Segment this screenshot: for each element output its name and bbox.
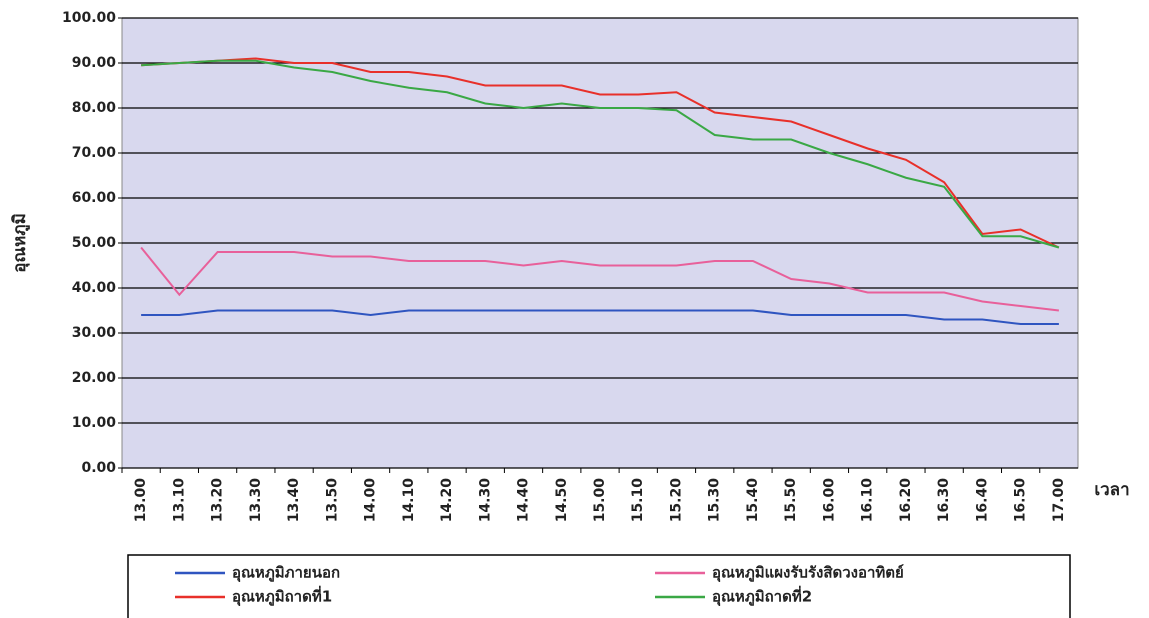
- y-tick-label: 40.00: [72, 280, 117, 296]
- x-tick-label: 15.00: [592, 478, 608, 523]
- x-tick-label: 16.30: [936, 478, 952, 523]
- x-tick-label: 16.20: [898, 478, 914, 523]
- x-tick-label: 13.20: [210, 478, 226, 523]
- y-tick-label: 50.00: [72, 235, 117, 251]
- legend: [127, 554, 1071, 618]
- legend-label: อุณหภูมิภายนอก: [232, 564, 340, 583]
- x-tick-label: 15.40: [745, 478, 761, 523]
- legend-label: อุณหภูมิแผงรับรังสิดวงอาทิตย์: [712, 564, 904, 583]
- x-tick-label: 15.10: [630, 478, 646, 523]
- y-tick-label: 60.00: [72, 190, 117, 206]
- legend-label: อุณหภูมิถาดที่2: [712, 586, 812, 607]
- y-tick-label: 30.00: [72, 325, 117, 341]
- x-tick-label: 14.20: [439, 478, 455, 523]
- data-line: [141, 59, 1060, 249]
- y-tick-label: 90.00: [72, 55, 117, 71]
- x-tick-label: 15.30: [707, 478, 723, 523]
- x-tick-label: 15.20: [668, 478, 684, 523]
- x-tick-label: 14.30: [477, 478, 493, 523]
- x-axis-title: เวลา: [1094, 480, 1129, 500]
- x-tick-label: 16.00: [821, 478, 837, 523]
- y-tick-label: 10.00: [72, 415, 117, 431]
- y-tick-label: 0.00: [81, 460, 116, 476]
- data-line: [140, 246, 1059, 312]
- x-tick-label: 14.40: [516, 478, 532, 523]
- x-tick-label: 13.50: [324, 478, 340, 523]
- x-tick-label: 14.50: [554, 478, 570, 523]
- x-tick-label: 14.10: [401, 478, 417, 523]
- x-tick-label: 17.00: [1051, 478, 1067, 523]
- x-tick-label: 13.30: [248, 478, 264, 523]
- x-tick-label: 16.10: [860, 478, 876, 523]
- x-tick-label: 13.00: [133, 478, 149, 523]
- y-tick-label: 20.00: [72, 370, 117, 386]
- y-axis-title: อุณหภูมิ: [10, 213, 31, 273]
- x-tick-label: 13.40: [286, 478, 302, 523]
- y-tick-label: 80.00: [72, 100, 117, 116]
- data-line: [141, 309, 1059, 325]
- y-tick-label: 100.00: [62, 10, 116, 26]
- legend-label: อุณหภูมิถาดที่1: [232, 586, 332, 607]
- x-tick-label: 16.50: [1013, 478, 1029, 523]
- x-tick-label: 16.40: [974, 478, 990, 523]
- x-tick-label: 14.00: [363, 478, 379, 523]
- data-line: [141, 57, 1060, 249]
- y-tick-label: 70.00: [72, 145, 117, 161]
- x-tick-label: 15.50: [783, 478, 799, 523]
- x-tick-label: 13.10: [171, 478, 187, 523]
